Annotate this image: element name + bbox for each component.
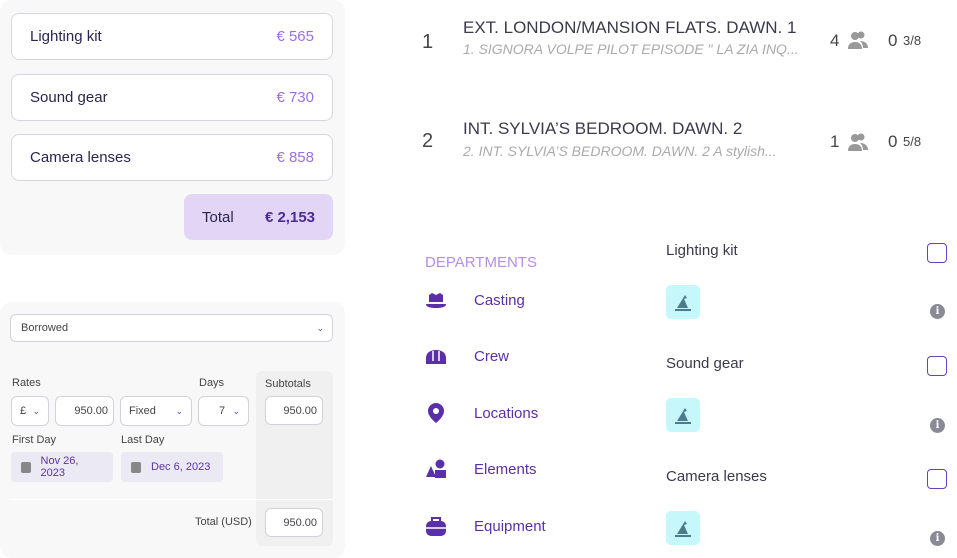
department-crew[interactable]: Crew: [425, 345, 509, 367]
calendar-icon: [21, 461, 31, 473]
last-day-picker[interactable]: Dec 6, 2023: [121, 452, 223, 482]
info-icon[interactable]: i: [930, 531, 945, 546]
chevron-down-icon: ⌄: [316, 322, 324, 333]
department-label: Locations: [474, 404, 539, 422]
equipment-name: Lighting kit: [666, 242, 738, 259]
scene-pages: 5/8: [903, 134, 922, 149]
last-day-value: Dec 6, 2023: [151, 461, 211, 473]
cost-summary-panel: Lighting kit € 565 Sound gear € 730 Camera…: [0, 0, 345, 255]
scene-title: INT. SYLVIA’S BEDROOM. DAWN. 2: [463, 119, 743, 138]
status-select-value: Borrowed: [21, 322, 69, 334]
subtotal-value: 950.00: [283, 404, 317, 417]
wizard-hat-icon: [675, 521, 691, 537]
department-equipment[interactable]: Equipment: [425, 515, 546, 537]
chevron-down-icon: ⌄: [32, 405, 40, 416]
cast-count: 4: [830, 31, 840, 50]
item-price: € 858: [276, 149, 314, 166]
days-label: Days: [199, 377, 225, 389]
wizard-hat-icon: [675, 408, 691, 424]
cost-item[interactable]: Sound gear € 730: [11, 74, 333, 121]
wizard-hat-icon: [675, 295, 691, 311]
equipment-thumbnail: [666, 511, 700, 545]
scene-title: EXT. LONDON/MANSION FLATS. DAWN. 1: [463, 18, 797, 37]
department-label: Casting: [474, 291, 525, 309]
scene-number: 2: [422, 130, 434, 152]
rates-label: Rates: [12, 377, 41, 389]
scene-subtitle: 2. INT. SYLVIA’S BEDROOM. DAWN. 2 A styl…: [463, 143, 777, 159]
departments-heading: DEPARTMENTS: [425, 254, 537, 271]
scene-number: 1: [422, 31, 434, 53]
subtotals-label: Subtotals: [265, 378, 311, 390]
equipment-checkbox[interactable]: [927, 243, 947, 263]
info-icon[interactable]: i: [930, 304, 945, 319]
people-icon: [848, 133, 868, 151]
last-day-label: Last Day: [121, 434, 165, 446]
scene-subtitle: 1. SIGNORA VOLPE PILOT EPISODE " LA ZIA …: [463, 41, 799, 57]
item-price: € 730: [276, 89, 314, 106]
calendar-icon: [131, 461, 141, 473]
cost-item[interactable]: Lighting kit € 565: [11, 13, 333, 60]
equipment-name: Sound gear: [666, 355, 744, 372]
item-name: Lighting kit: [30, 28, 102, 45]
hat-icon: [426, 293, 446, 308]
days-value: 7: [219, 405, 226, 417]
department-label: Crew: [474, 347, 510, 365]
total-usd-value: 950.00: [283, 516, 317, 529]
currency-select[interactable]: £ ⌄: [11, 396, 49, 426]
chevron-down-icon: ⌄: [232, 405, 240, 416]
item-price: € 565: [276, 28, 314, 45]
total-usd-input[interactable]: 950.00: [265, 508, 323, 537]
shapes-icon: [426, 459, 446, 478]
item-name: Camera lenses: [30, 149, 131, 166]
department-locations[interactable]: Locations: [425, 402, 538, 424]
total-box: Total € 2,153: [184, 194, 333, 240]
days-select[interactable]: 7 ⌄: [198, 396, 249, 426]
total-label: Total: [202, 208, 234, 226]
equipment-name: Camera lenses: [666, 468, 767, 485]
rate-type-value: Fixed: [129, 405, 156, 417]
department-label: Elements: [474, 460, 537, 478]
status-select[interactable]: Borrowed ⌄: [10, 314, 333, 342]
equipment-thumbnail: [666, 398, 700, 432]
equipment-checkbox[interactable]: [927, 469, 947, 489]
extra-count: 0: [888, 132, 898, 151]
hard-hat-icon: [426, 350, 446, 364]
bag-icon: [426, 517, 446, 536]
first-day-label: First Day: [12, 434, 56, 446]
extra-count: 0: [888, 31, 898, 50]
cost-item[interactable]: Camera lenses € 858: [11, 134, 333, 181]
subtotal-input[interactable]: 950.00: [265, 396, 323, 425]
rate-type-select[interactable]: Fixed ⌄: [120, 396, 192, 426]
chevron-down-icon: ⌄: [175, 405, 183, 416]
currency-value: £: [20, 405, 27, 417]
info-icon[interactable]: i: [930, 418, 945, 433]
total-usd-label: Total (USD): [195, 516, 252, 528]
total-value: € 2,153: [264, 208, 315, 226]
first-day-value: Nov 26, 2023: [40, 455, 79, 479]
first-day-picker[interactable]: Nov 26, 2023: [11, 452, 113, 482]
scene-pages: 3/8: [903, 33, 922, 48]
department-label: Equipment: [474, 517, 546, 535]
rate-input[interactable]: 950.00: [55, 396, 114, 426]
map-pin-icon: [428, 403, 444, 423]
divider: [11, 499, 333, 500]
equipment-thumbnail: [666, 285, 700, 319]
cast-count: 1: [830, 132, 840, 151]
equipment-checkbox[interactable]: [927, 356, 947, 376]
department-casting[interactable]: Casting: [425, 289, 525, 311]
people-icon: [848, 31, 868, 49]
department-elements[interactable]: Elements: [425, 458, 537, 480]
rate-value: 950.00: [74, 405, 108, 417]
item-name: Sound gear: [30, 89, 108, 106]
